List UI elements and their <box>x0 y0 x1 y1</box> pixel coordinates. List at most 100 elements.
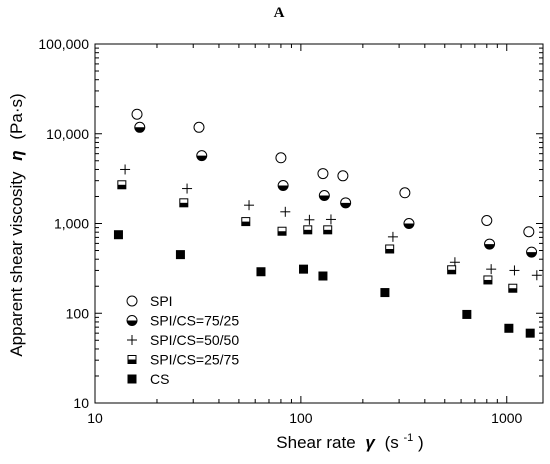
data-point <box>508 283 518 293</box>
data-point <box>175 250 185 260</box>
marker-square <box>127 374 137 384</box>
data-point <box>323 225 333 235</box>
y-tick-label: 10 <box>73 395 89 411</box>
y-tick-label: 10,000 <box>46 126 89 142</box>
marker-square <box>525 328 535 338</box>
data-point <box>447 265 457 275</box>
marker-fill-half <box>340 202 351 208</box>
marker-circle <box>337 170 349 182</box>
data-point <box>244 200 255 211</box>
series-layer <box>113 108 542 338</box>
marker-square <box>299 264 309 274</box>
marker-circle <box>126 295 138 307</box>
data-point <box>483 275 493 285</box>
legend-item: SPI <box>126 293 173 309</box>
y-tick-label: 100,000 <box>38 36 89 52</box>
data-point <box>387 231 398 242</box>
data-point <box>304 214 315 225</box>
data-point <box>280 206 291 217</box>
marker-square <box>256 267 266 277</box>
data-point <box>256 267 266 277</box>
data-point <box>303 225 313 235</box>
marker-fill-half <box>385 248 394 253</box>
series-5 <box>113 230 535 338</box>
marker-circle <box>523 226 535 238</box>
legend: SPI SPI/CS=75/25 SPI/CS=50/50 SPI/CS=25/75 C… <box>126 293 239 387</box>
marker-fill-half <box>134 127 145 133</box>
plot-frame <box>94 43 544 404</box>
data-point <box>481 215 493 227</box>
x-axis: 10 100 1000 <box>87 44 523 426</box>
marker-square <box>504 323 514 333</box>
marker-fill-half <box>196 155 207 161</box>
x-axis-title: Shear rate γ (s -1 ) <box>276 426 423 452</box>
legend-label: SPI/CS=25/75 <box>150 352 239 368</box>
series-3 <box>120 164 542 281</box>
marker-fill-half <box>241 221 250 226</box>
legend-label: SPI/CS=50/50 <box>150 332 239 348</box>
data-point <box>523 226 535 238</box>
data-point <box>526 246 538 258</box>
legend-marker <box>127 374 137 384</box>
marker-fill-half <box>303 229 312 234</box>
data-point <box>385 244 395 254</box>
marker-fill-half <box>483 279 492 284</box>
x-tick-label: 100 <box>289 410 313 426</box>
marker-fill-half <box>319 195 330 201</box>
x-axis-title-unit-close: ) <box>418 433 424 452</box>
marker-circle <box>481 215 493 227</box>
data-point <box>117 180 127 190</box>
y-axis: 10 100 1,000 10,000 100,000 <box>38 36 543 411</box>
legend-label: SPI/CS=75/25 <box>150 313 239 329</box>
x-tick-label: 10 <box>87 410 103 426</box>
series-2 <box>134 121 538 258</box>
data-point <box>462 309 472 319</box>
legend-label: SPI <box>150 293 173 309</box>
panel-label: A <box>274 5 285 21</box>
data-point <box>113 230 123 240</box>
legend-item: SPI/CS=50/50 <box>127 332 239 348</box>
data-point <box>525 328 535 338</box>
legend-item: CS <box>127 371 169 387</box>
marker-circle <box>399 187 411 199</box>
marker-fill-half <box>278 185 289 191</box>
legend-item: SPI/CS=25/75 <box>127 352 239 368</box>
data-point <box>403 218 415 229</box>
series-1 <box>131 108 535 238</box>
legend-marker <box>127 335 137 345</box>
data-point <box>131 108 143 120</box>
plot-area <box>94 43 544 404</box>
marker-fill-half <box>179 202 188 207</box>
x-axis-title-symbol: γ <box>365 433 376 452</box>
legend-label: CS <box>150 371 169 387</box>
y-axis-title-symbol: η <box>7 150 26 160</box>
data-point <box>337 170 349 182</box>
data-point <box>399 187 411 199</box>
series-4 <box>117 180 518 293</box>
legend-item: SPI/CS=75/25 <box>126 313 239 329</box>
data-point <box>509 265 520 276</box>
data-point <box>504 323 514 333</box>
marker-square <box>175 250 185 260</box>
data-point <box>380 288 390 298</box>
data-point <box>277 180 289 192</box>
marker-circle <box>193 121 205 133</box>
data-point <box>299 264 309 274</box>
y-axis-title-unit: (Pa·s) <box>7 93 26 139</box>
y-axis-title-main: Apparent shear viscosity <box>7 171 26 357</box>
marker-fill-half <box>117 184 126 189</box>
marker-circle <box>275 152 287 164</box>
data-point <box>317 168 329 180</box>
y-tick-label: 100 <box>66 305 90 321</box>
data-point <box>340 197 352 209</box>
data-point <box>531 270 542 281</box>
marker-fill-half <box>403 223 414 229</box>
data-point <box>182 183 193 194</box>
data-point <box>277 226 287 236</box>
marker-fill-half <box>484 244 495 250</box>
data-point <box>134 121 146 133</box>
data-point <box>275 152 287 164</box>
data-point <box>196 150 208 162</box>
x-axis-title-unit: (s <box>385 433 399 452</box>
